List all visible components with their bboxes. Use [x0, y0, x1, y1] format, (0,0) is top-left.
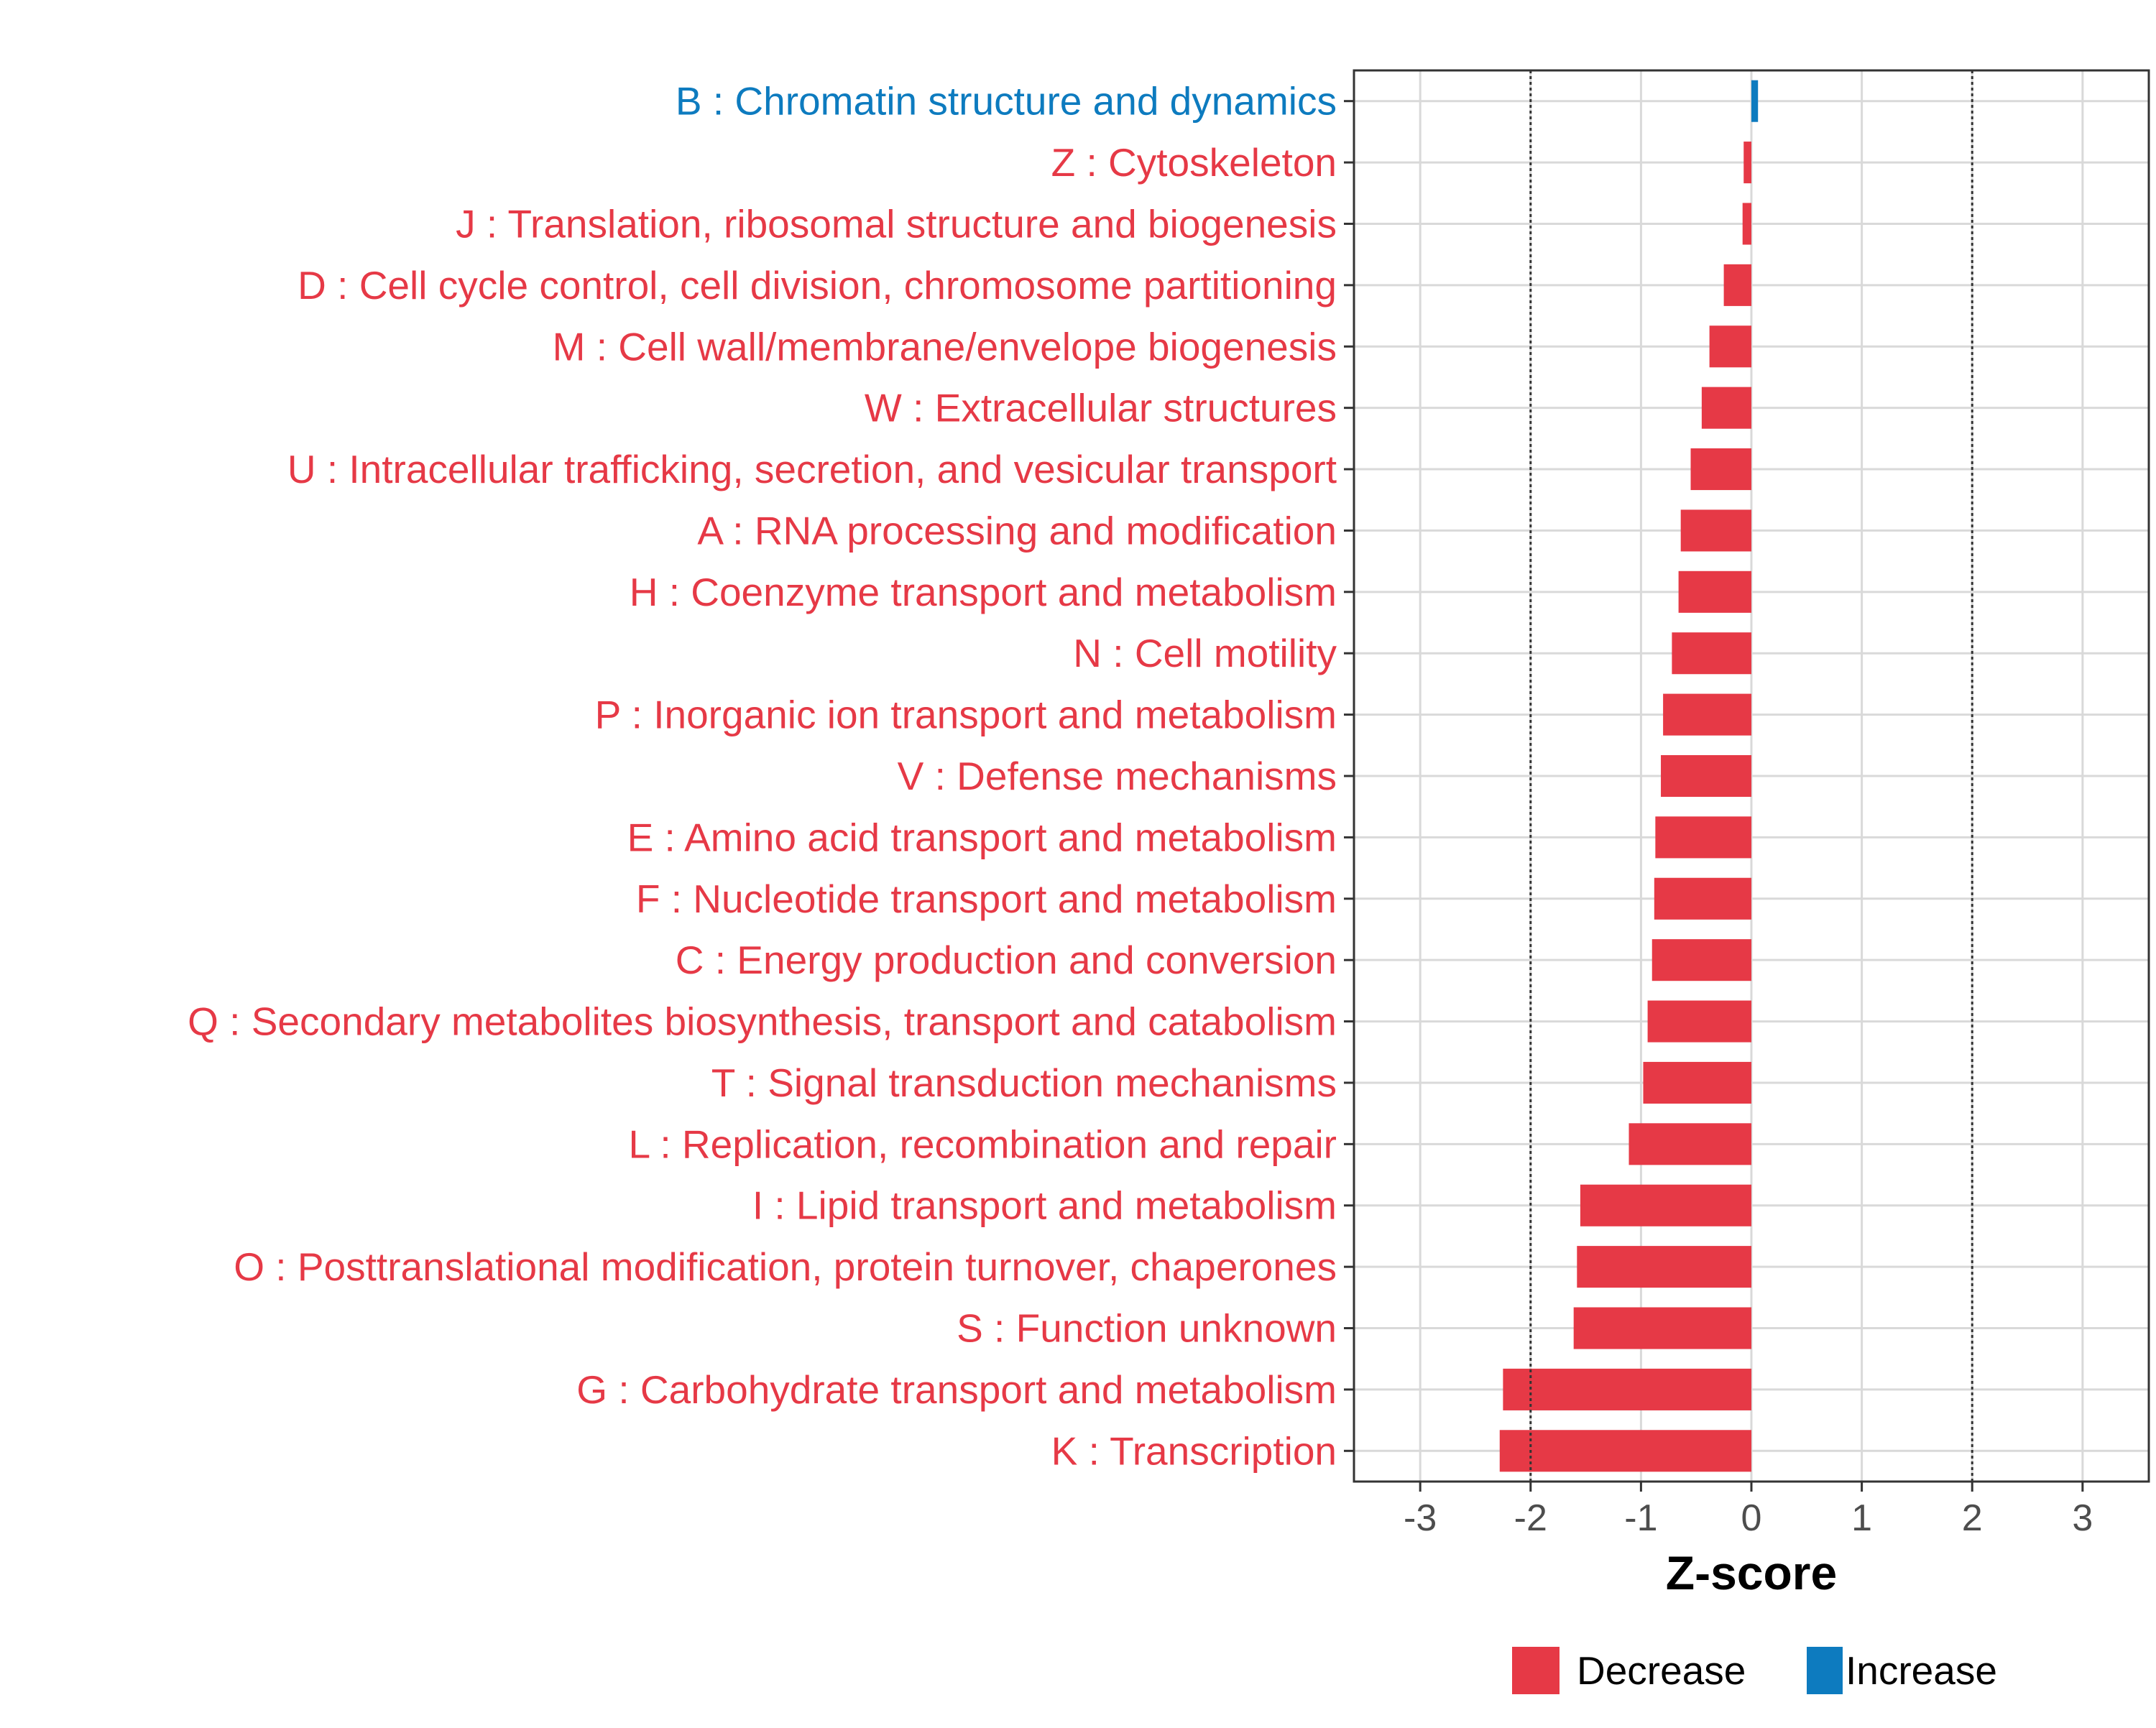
category-label: D : Cell cycle control, cell division, c… [298, 263, 1337, 308]
x-tick-label: -2 [1514, 1497, 1547, 1539]
x-tick-label: -3 [1404, 1497, 1437, 1539]
category-label: G : Carbohydrate transport and metabolis… [576, 1367, 1337, 1412]
y-axis: B : Chromatin structure and dynamics Z : … [188, 79, 1354, 1473]
bars [1499, 80, 1759, 1472]
x-tick-label: 3 [2072, 1497, 2093, 1539]
x-tick-label: 0 [1741, 1497, 1762, 1539]
bar [1743, 142, 1751, 184]
category-label: A : RNA processing and modification [697, 508, 1337, 553]
bar [1701, 387, 1751, 429]
category-label: L : Replication, recombination and repai… [629, 1122, 1337, 1166]
bar [1751, 80, 1759, 122]
bar [1654, 877, 1751, 920]
bar [1663, 693, 1751, 736]
category-label: M : Cell wall/membrane/envelope biogenes… [553, 324, 1337, 369]
bar [1573, 1307, 1751, 1349]
legend-swatch-decrease [1512, 1647, 1560, 1694]
category-label: U : Intracellular trafficking, secretion… [287, 447, 1337, 491]
category-label: T : Signal transduction mechanisms [711, 1061, 1337, 1105]
category-label: V : Defense mechanisms [898, 754, 1337, 798]
bar [1709, 325, 1751, 368]
bar [1661, 754, 1751, 798]
category-label: N : Cell motility [1073, 631, 1337, 675]
bar [1647, 1000, 1751, 1043]
legend: Decrease Increase [1512, 1647, 1997, 1694]
x-axis-title: Z-score [1666, 1546, 1837, 1599]
category-label: O : Posttranslational modification, prot… [234, 1244, 1337, 1289]
bar [1655, 816, 1751, 859]
x-tick-label: 1 [1851, 1497, 1872, 1539]
legend-swatch-increase [1807, 1647, 1843, 1694]
x-tick-label: -1 [1624, 1497, 1657, 1539]
category-label: E : Amino acid transport and metabolism [627, 815, 1337, 859]
bar [1678, 570, 1751, 613]
bar [1643, 1061, 1751, 1104]
bar [1742, 203, 1751, 245]
category-label: F : Nucleotide transport and metabolism [636, 877, 1337, 921]
bar [1680, 509, 1751, 552]
category-label: Q : Secondary metabolites biosynthesis, … [188, 999, 1337, 1044]
x-tick-label: 2 [1962, 1497, 1983, 1539]
category-label: W : Extracellular structures [865, 386, 1337, 430]
bar [1651, 939, 1751, 981]
bar [1672, 632, 1751, 675]
bar [1628, 1123, 1751, 1165]
x-axis: -3 -2 -1 0 1 2 3 [1404, 1482, 2093, 1539]
bar [1580, 1184, 1751, 1226]
category-label: I : Lipid transport and metabolism [752, 1183, 1337, 1228]
category-label: J : Translation, ribosomal structure and… [456, 201, 1337, 246]
bar [1499, 1430, 1751, 1472]
legend-label-increase: Increase [1846, 1648, 1997, 1693]
category-label: C : Energy production and conversion [676, 938, 1337, 982]
category-label: S : Function unknown [957, 1306, 1337, 1351]
bar [1723, 264, 1751, 306]
legend-label-decrease: Decrease [1577, 1648, 1746, 1693]
category-label: H : Coenzyme transport and metabolism [630, 570, 1337, 614]
bar [1577, 1246, 1751, 1288]
category-label: Z : Cytoskeleton [1051, 140, 1337, 185]
bar [1690, 448, 1751, 491]
category-label: P : Inorganic ion transport and metaboli… [595, 693, 1337, 737]
category-label: B : Chromatin structure and dynamics [676, 79, 1337, 124]
bar [1503, 1368, 1751, 1410]
category-label: K : Transcription [1051, 1428, 1337, 1473]
